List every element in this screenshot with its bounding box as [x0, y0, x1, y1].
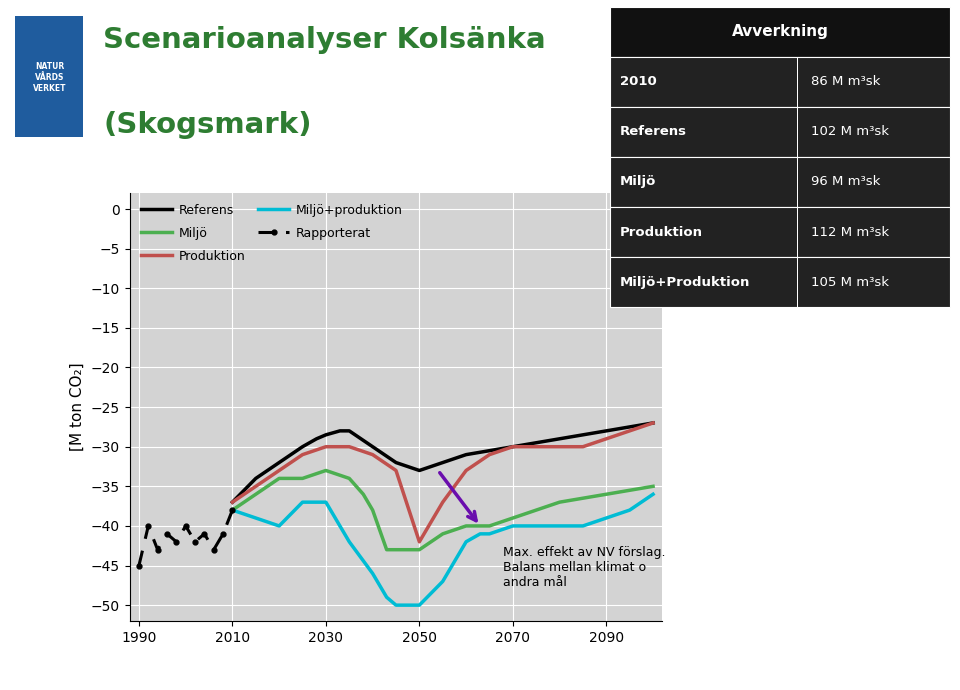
Text: Miljö+Produktion: Miljö+Produktion [620, 275, 750, 288]
Text: 2010: 2010 [620, 75, 657, 88]
Text: Miljö: Miljö [620, 175, 657, 188]
Text: 86 M m³sk: 86 M m³sk [810, 75, 880, 88]
Bar [610, 57, 950, 107]
Text: 96 M m³sk: 96 M m³sk [810, 175, 880, 188]
Bar [797, 257, 799, 307]
Text: Scenarioanalyser Kolsänka: Scenarioanalyser Kolsänka [104, 26, 546, 54]
Bar [15, 17, 83, 137]
Y-axis label: [M ton CO₂]: [M ton CO₂] [70, 363, 85, 451]
Bar [797, 207, 799, 257]
Bar [797, 107, 799, 157]
Bar [610, 207, 950, 257]
Bar [797, 57, 799, 107]
Text: 112 M m³sk: 112 M m³sk [810, 226, 889, 239]
Text: Avverkning: Avverkning [732, 24, 828, 39]
Text: Referens: Referens [620, 126, 686, 139]
Text: 102 M m³sk: 102 M m³sk [810, 126, 889, 139]
Text: 105 M m³sk: 105 M m³sk [810, 275, 889, 288]
Bar [610, 7, 950, 57]
Legend: Referens, Miljö, Produktion, Miljö+produktion, Rapporterat: Referens, Miljö, Produktion, Miljö+produ… [141, 204, 402, 263]
Text: Produktion: Produktion [620, 226, 703, 239]
Text: (Skogsmark): (Skogsmark) [104, 111, 312, 139]
Bar [797, 157, 799, 207]
Bar [610, 107, 950, 157]
Bar [610, 157, 950, 207]
Bar [610, 257, 950, 307]
Text: Max. effekt av NV förslag.
Balans mellan klimat o
andra mål: Max. effekt av NV förslag. Balans mellan… [503, 546, 666, 589]
Text: NATUR
VÅRDS
VERKET: NATUR VÅRDS VERKET [33, 62, 66, 93]
